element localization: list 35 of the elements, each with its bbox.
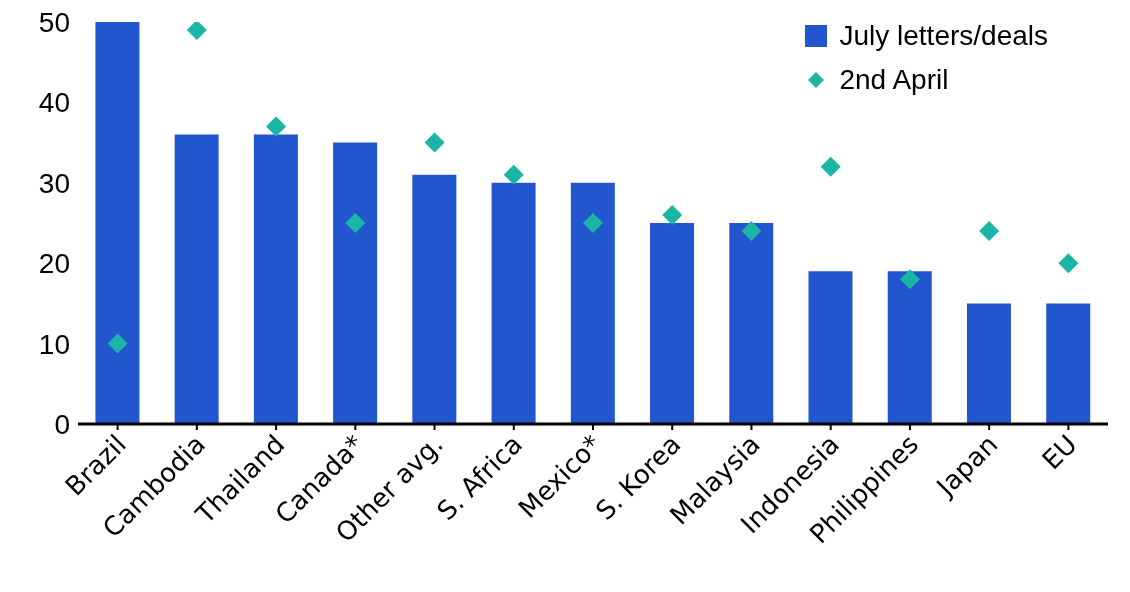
y-tick-label: 10 bbox=[38, 328, 70, 360]
bar bbox=[650, 223, 695, 424]
point bbox=[107, 333, 128, 354]
point bbox=[820, 156, 841, 177]
bar bbox=[808, 271, 853, 424]
point bbox=[503, 164, 524, 185]
point bbox=[979, 221, 1000, 242]
point bbox=[583, 213, 603, 233]
bar bbox=[491, 182, 536, 424]
bar bbox=[729, 223, 774, 424]
y-tick-label: 30 bbox=[38, 167, 70, 199]
legend-label: July letters/deals bbox=[839, 19, 1048, 53]
point bbox=[266, 116, 287, 137]
bar bbox=[1046, 303, 1091, 424]
y-tick-label: 40 bbox=[38, 87, 70, 119]
point bbox=[1058, 253, 1079, 274]
x-tick-label: EU bbox=[1036, 429, 1083, 476]
bar bbox=[570, 182, 615, 424]
bar bbox=[412, 174, 457, 424]
bar bbox=[174, 134, 219, 424]
y-tick-label: 50 bbox=[38, 6, 70, 38]
point bbox=[741, 221, 762, 242]
bar bbox=[333, 142, 378, 424]
y-tick-label: 20 bbox=[38, 248, 70, 280]
point bbox=[345, 213, 366, 233]
point bbox=[424, 132, 445, 153]
bar bbox=[95, 22, 140, 424]
y-tick-label: 0 bbox=[54, 408, 70, 440]
point bbox=[899, 269, 920, 290]
point bbox=[186, 22, 207, 41]
legend-label: 2nd April bbox=[839, 63, 949, 97]
bar bbox=[966, 303, 1011, 424]
point bbox=[662, 204, 683, 225]
bar bbox=[887, 271, 932, 424]
bar bbox=[253, 134, 298, 424]
